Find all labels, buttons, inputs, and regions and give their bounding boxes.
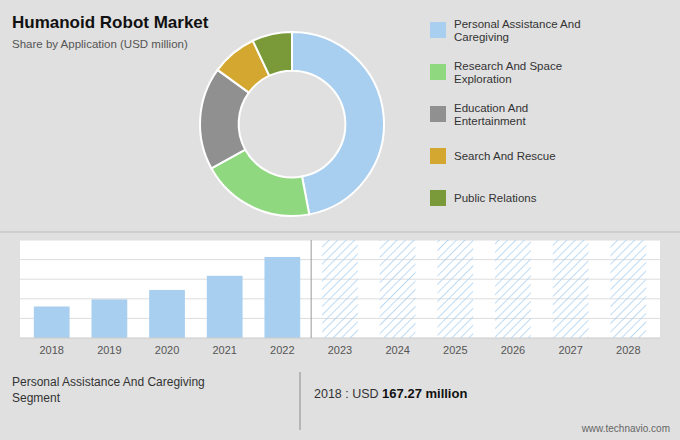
footer-divider: [299, 372, 300, 430]
x-tick-label: 2025: [443, 344, 467, 356]
legend-swatch: [430, 64, 446, 80]
x-tick-label: 2028: [616, 344, 640, 356]
bar: [207, 276, 243, 338]
legend-label-line: Exploration: [454, 73, 512, 85]
bar: [91, 299, 127, 338]
legend-swatch: [430, 190, 446, 206]
footer-label: Personal Assistance And Caregiving Segmen…: [12, 375, 205, 405]
legend-swatch: [430, 106, 446, 122]
subtitle: Share by Application (USD million): [12, 38, 188, 50]
x-axis: [20, 338, 660, 339]
legend-swatch: [430, 22, 446, 38]
x-tick-label: 2022: [270, 344, 294, 356]
legend-label: Research And SpaceExploration: [454, 60, 562, 85]
x-tick-label: 2020: [155, 344, 179, 356]
footer-url: www.technavio.com: [581, 423, 670, 434]
bar: [149, 290, 185, 338]
legend-label-line: Research And Space: [454, 60, 562, 72]
x-tick-label: 2018: [39, 344, 63, 356]
forecast-column: [322, 240, 358, 338]
x-tick-label: 2023: [328, 344, 352, 356]
forecast-separator: [311, 240, 312, 338]
legend-label-line: Caregiving: [454, 31, 509, 43]
bar: [264, 257, 300, 338]
legend: Personal Assistance AndCaregiving Researc…: [430, 18, 581, 207]
x-tick-label: 2019: [97, 344, 121, 356]
legend-label: Public Relations: [454, 192, 537, 204]
donut-slice: [292, 32, 384, 214]
bar: [34, 306, 70, 338]
legend-label-line: Entertainment: [454, 115, 526, 127]
plot-background: [20, 240, 660, 338]
x-tick-label: 2021: [212, 344, 236, 356]
donut-slice: [253, 32, 292, 76]
footer-label-line: Segment: [12, 391, 61, 405]
forecast-column: [495, 240, 531, 338]
legend-label-line: Education And: [454, 102, 528, 114]
footer-background: [0, 364, 680, 440]
x-tick-label: 2026: [501, 344, 525, 356]
legend-label: Search And Rescue: [454, 150, 556, 162]
legend-label-line: Search And Rescue: [454, 150, 556, 162]
legend-label: Education AndEntertainment: [454, 102, 528, 127]
bars: [34, 240, 646, 338]
legend-label-line: Personal Assistance And: [454, 18, 581, 30]
chart-canvas: Humanoid Robot Market Share by Applicatio…: [0, 0, 680, 440]
legend-label: Personal Assistance AndCaregiving: [454, 18, 581, 43]
x-tick-label: 2027: [558, 344, 582, 356]
forecast-column: [437, 240, 473, 338]
forecast-column: [610, 240, 646, 338]
divider: [0, 232, 680, 233]
legend-label-line: Public Relations: [454, 192, 537, 204]
title: Humanoid Robot Market: [12, 13, 209, 32]
footer-value-prefix: 2018 : USD: [314, 387, 382, 401]
background: [0, 0, 680, 440]
forecast-column: [380, 240, 416, 338]
legend-swatch: [430, 148, 446, 164]
forecast-column: [553, 240, 589, 338]
footer-value: 2018 : USD 167.27 million: [314, 386, 467, 401]
donut: [200, 32, 384, 216]
x-tick-label: 2024: [385, 344, 409, 356]
footer-label-line: Personal Assistance And Caregiving: [12, 375, 205, 389]
footer-value-bold: 167.27 million: [382, 386, 467, 401]
